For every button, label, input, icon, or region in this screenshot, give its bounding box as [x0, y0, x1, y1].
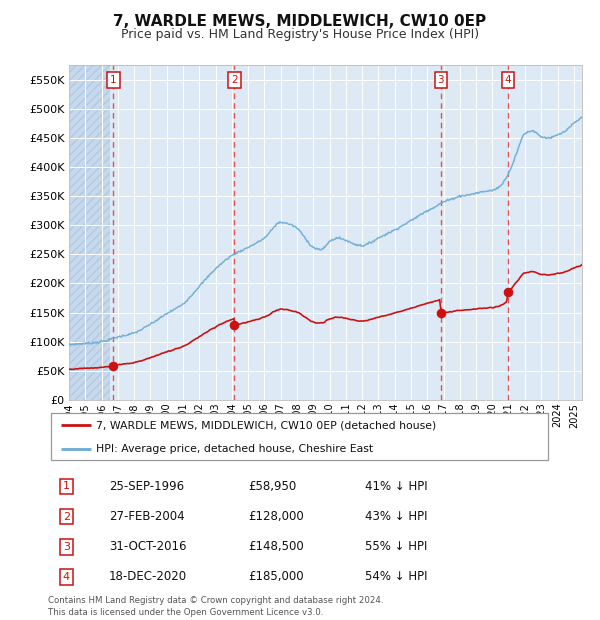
Text: 1: 1 [110, 75, 117, 85]
Text: 41% ↓ HPI: 41% ↓ HPI [365, 480, 427, 493]
Text: 54% ↓ HPI: 54% ↓ HPI [365, 570, 427, 583]
Text: 18-DEC-2020: 18-DEC-2020 [109, 570, 187, 583]
Text: £148,500: £148,500 [248, 540, 304, 553]
Bar [69, 65, 110, 400]
Bar [69, 65, 110, 400]
Text: 7, WARDLE MEWS, MIDDLEWICH, CW10 0EP: 7, WARDLE MEWS, MIDDLEWICH, CW10 0EP [113, 14, 487, 29]
Text: HPI: Average price, detached house, Cheshire East: HPI: Average price, detached house, Ches… [96, 444, 373, 454]
Text: 31-OCT-2016: 31-OCT-2016 [109, 540, 186, 553]
Text: £58,950: £58,950 [248, 480, 297, 493]
Text: 43% ↓ HPI: 43% ↓ HPI [365, 510, 427, 523]
Text: 1: 1 [63, 481, 70, 491]
Text: 4: 4 [505, 75, 511, 85]
Text: 55% ↓ HPI: 55% ↓ HPI [365, 540, 427, 553]
Text: Price paid vs. HM Land Registry's House Price Index (HPI): Price paid vs. HM Land Registry's House … [121, 28, 479, 40]
Text: 2: 2 [63, 512, 70, 521]
Point [109, 361, 118, 371]
Text: £128,000: £128,000 [248, 510, 304, 523]
Text: 3: 3 [437, 75, 444, 85]
Text: 4: 4 [63, 572, 70, 582]
Text: £185,000: £185,000 [248, 570, 304, 583]
Text: 25-SEP-1996: 25-SEP-1996 [109, 480, 184, 493]
Text: Contains HM Land Registry data © Crown copyright and database right 2024.
This d: Contains HM Land Registry data © Crown c… [48, 596, 383, 617]
Text: 7, WARDLE MEWS, MIDDLEWICH, CW10 0EP (detached house): 7, WARDLE MEWS, MIDDLEWICH, CW10 0EP (de… [96, 420, 436, 430]
Text: 27-FEB-2004: 27-FEB-2004 [109, 510, 184, 523]
Point [503, 287, 513, 297]
Text: 3: 3 [63, 542, 70, 552]
Point [230, 321, 239, 330]
Point [436, 309, 446, 319]
FancyBboxPatch shape [50, 413, 548, 460]
Text: 2: 2 [231, 75, 238, 85]
